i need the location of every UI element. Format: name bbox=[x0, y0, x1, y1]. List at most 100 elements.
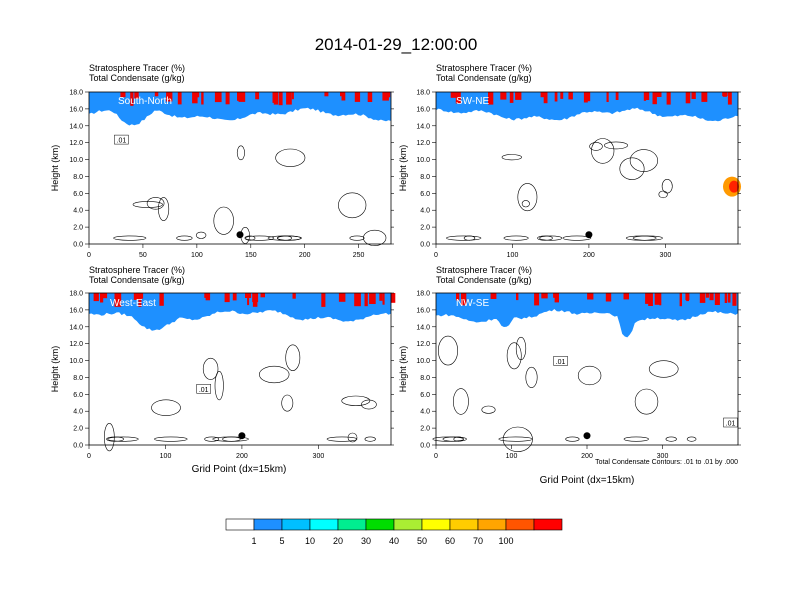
colorbar-label: 20 bbox=[333, 536, 343, 546]
condensate-contour bbox=[158, 197, 170, 221]
y-tick-label: 4.0 bbox=[420, 409, 430, 416]
tracer-streak bbox=[292, 293, 296, 299]
x-tick-label: 250 bbox=[353, 252, 365, 259]
region-label: South-North bbox=[118, 96, 172, 107]
y-tick-label: 0.0 bbox=[420, 443, 430, 450]
colorbar-label: 10 bbox=[305, 536, 315, 546]
condensate-contour bbox=[338, 192, 367, 219]
x-tick-label: 300 bbox=[660, 252, 672, 259]
condensate-contour bbox=[222, 436, 241, 442]
tracer-blob bbox=[729, 180, 739, 193]
tracer-streak bbox=[732, 293, 737, 306]
tracer-streak bbox=[238, 92, 246, 102]
tracer-streak bbox=[724, 293, 727, 303]
colorbar-swatch bbox=[281, 518, 311, 531]
plot-frame bbox=[88, 91, 392, 245]
tracer-streak bbox=[623, 293, 629, 300]
tracer-streak bbox=[645, 293, 649, 304]
tracer-streak bbox=[541, 293, 548, 299]
y-tick-label: 16.0 bbox=[416, 106, 430, 113]
tracer-streak bbox=[654, 293, 661, 305]
tracer-streak bbox=[193, 92, 200, 98]
y-axis-label: Height (km) bbox=[50, 145, 60, 192]
location-marker bbox=[583, 432, 591, 440]
x-tick-label: 0 bbox=[434, 453, 438, 460]
condensate-contour bbox=[361, 399, 377, 410]
condensate-contour bbox=[498, 436, 533, 442]
tracer-streak bbox=[201, 92, 204, 105]
x-tick-label: 50 bbox=[139, 252, 147, 259]
tracer-streak bbox=[643, 92, 647, 101]
condensate-contour bbox=[452, 388, 469, 415]
tracer-streak bbox=[354, 92, 361, 102]
condensate-contour bbox=[503, 235, 529, 241]
tracer-streak bbox=[568, 92, 573, 100]
tracer-streak bbox=[515, 92, 522, 100]
x-tick-label: 200 bbox=[236, 453, 248, 460]
x-tick-label: 150 bbox=[245, 252, 257, 259]
y-tick-label: 4.0 bbox=[73, 208, 83, 215]
tracer-streak bbox=[247, 293, 250, 306]
tracer-streak bbox=[461, 293, 467, 306]
condensate-contour bbox=[463, 235, 476, 241]
tracer-streak bbox=[369, 293, 376, 304]
location-marker bbox=[238, 432, 246, 440]
y-tick-label: 0.0 bbox=[73, 242, 83, 249]
tracer-streak bbox=[214, 92, 222, 103]
condensate-contour bbox=[525, 366, 538, 388]
colorbar-label: 5 bbox=[279, 536, 284, 546]
tracer-streak bbox=[488, 92, 494, 105]
colorbar-label: 1 bbox=[251, 536, 256, 546]
tracer-streak bbox=[543, 92, 548, 104]
condensate-contour bbox=[521, 200, 530, 208]
tracer-streak bbox=[679, 293, 682, 307]
tracer-streak bbox=[133, 293, 140, 300]
condensate-contour bbox=[275, 148, 306, 167]
condensate-contour bbox=[665, 436, 677, 442]
tracer-streak bbox=[120, 92, 126, 98]
contour-label-box bbox=[723, 417, 738, 428]
colorbar-swatch bbox=[393, 518, 423, 531]
tracer-streak bbox=[605, 293, 612, 302]
tracer-streak bbox=[450, 92, 457, 98]
y-tick-label: 12.0 bbox=[69, 341, 83, 348]
tracer-streak bbox=[691, 92, 696, 99]
colorbar-label: 100 bbox=[498, 536, 513, 546]
y-tick-label: 18.0 bbox=[69, 90, 83, 97]
tracer-streak bbox=[340, 92, 343, 97]
condensate-contour bbox=[326, 436, 358, 442]
tracer-streak bbox=[341, 92, 346, 101]
y-tick-label: 6.0 bbox=[73, 191, 83, 198]
y-tick-label: 16.0 bbox=[416, 307, 430, 314]
tracer-streak bbox=[232, 293, 237, 301]
contour-label-box bbox=[196, 384, 211, 394]
tracer-streak bbox=[286, 92, 292, 105]
tracer-streak bbox=[516, 293, 519, 301]
y-tick-label: 8.0 bbox=[420, 174, 430, 181]
x-tick-label: 300 bbox=[313, 453, 325, 460]
tracer-band bbox=[89, 92, 391, 126]
tracer-streak bbox=[225, 92, 230, 105]
panel-label-condensate: Total Condensate (g/kg) bbox=[89, 275, 185, 285]
contour-label: .01 bbox=[726, 421, 736, 428]
y-tick-label: 0.0 bbox=[73, 443, 83, 450]
condensate-contour bbox=[565, 436, 580, 442]
condensate-contour bbox=[625, 235, 657, 241]
tracer-streak bbox=[722, 92, 727, 97]
colorbar: 1 5 10 20 30 40 50 60 70 100 bbox=[225, 518, 563, 546]
y-axis-label: Height (km) bbox=[50, 346, 60, 393]
tracer-streak bbox=[500, 92, 507, 100]
plot-area: .01 .01 0.0 2.0 4.0 6.0 8.0 10.0 12.0 14.0 16.0 18.… bbox=[416, 291, 741, 460]
condensate-contour bbox=[214, 371, 224, 401]
panel-label-condensate: Total Condensate (g/kg) bbox=[436, 275, 532, 285]
y-tick-label: 14.0 bbox=[416, 123, 430, 130]
contour-label-box bbox=[553, 356, 568, 366]
y-axis-label: Height (km) bbox=[398, 145, 408, 192]
tracer-streak bbox=[93, 293, 99, 302]
tracer-streak bbox=[101, 293, 108, 299]
tracer-streak bbox=[456, 293, 460, 301]
region-label: SW-NE bbox=[456, 96, 489, 107]
condensate-contour bbox=[236, 145, 245, 161]
y-tick-label: 18.0 bbox=[416, 291, 430, 298]
